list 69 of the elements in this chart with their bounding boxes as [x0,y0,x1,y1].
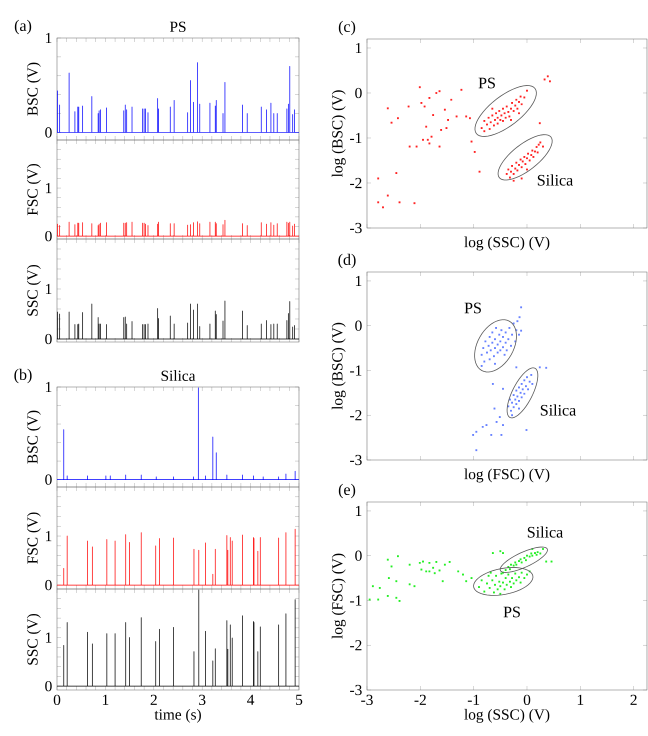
y-tick-label: 0 [45,474,52,485]
line-series [57,220,299,236]
x-axis-title: time (s) [154,708,201,723]
y-tick-label: -2 [350,410,362,420]
annotation: PS [464,302,481,314]
y-tick-label: 1 [356,42,362,54]
y-tick-label: 0 [45,580,52,590]
x-axis-title: log (SSC) (V) [464,236,550,250]
y-tick-label: 0 [45,334,52,344]
y-tick-label: 0 [45,680,52,692]
annotation: Silica [538,174,574,186]
y-tick-label: 1 [46,530,52,542]
x-tick-label: -1 [468,694,480,705]
text: (b) [14,368,32,384]
y-tick-label: 1 [46,32,52,44]
x-tick-label: 1 [578,694,584,705]
y-tick-label: 0 [355,550,362,561]
y-tick-label: -2 [350,178,362,188]
y-tick-label: 0 [45,230,52,242]
y-tick-label: 0 [45,127,52,138]
y-axis-title: SSC (V) [26,264,41,316]
y-tick-label: 1 [46,284,52,294]
y-tick-label: 0 [355,320,362,331]
chart-title: Silica [162,370,196,381]
y-axis-title: FSC (V) [26,512,41,564]
x-tick-label: 2 [150,694,157,705]
y-tick-label: -1 [350,365,362,376]
annotation: PS [504,606,520,618]
chart-title: PS [170,22,186,32]
x-tick-label: 3 [199,694,206,706]
x-axis-title: log (FSC) (V) [464,468,550,482]
text: (a) [14,20,32,34]
y-tick-label: -3 [350,222,362,234]
annotation: Silica [528,526,564,538]
y-axis-title: BSC (V) [26,62,41,116]
y-axis-title: SSC (V) [26,614,41,665]
y-axis-title: log (BSC) (V) [332,322,346,410]
y-axis-title: log (FSC) (V) [332,554,346,639]
y-axis-title: log (BSC) (V) [332,90,346,178]
x-tick-label: 0 [524,694,530,706]
y-tick-label: 1 [46,382,52,392]
line-series [57,590,299,686]
y-tick-label: 1 [46,182,52,194]
y-tick-label: -2 [350,640,362,650]
x-tick-label: 1 [102,694,108,705]
line-series [57,528,299,586]
y-tick-label: 1 [356,506,362,516]
y-tick-label: -3 [350,454,362,466]
y-tick-label: -3 [350,684,362,696]
line-series [57,62,299,133]
x-tick-label: 5 [296,694,302,705]
y-tick-label: 1 [356,276,362,286]
text: (c) [338,20,356,36]
x-tick-label: -2 [414,694,426,705]
x-tick-label: 0 [54,694,60,706]
y-tick-label: 1 [46,632,52,643]
x-axis-title: log (SSC) (V) [464,708,550,723]
y-axis-title: FSC (V) [26,164,41,216]
line-series [57,300,299,340]
y-axis-title: BSC (V) [26,410,41,464]
annotation: PS [478,78,495,88]
x-tick-label: 2 [630,694,637,705]
annotation: Silica [540,404,576,416]
text: (e) [338,484,356,498]
text: (d) [338,254,356,268]
y-tick-label: -1 [350,595,362,606]
y-tick-label: -1 [350,132,362,144]
x-tick-label: 4 [247,694,254,705]
y-tick-label: 0 [355,88,362,98]
